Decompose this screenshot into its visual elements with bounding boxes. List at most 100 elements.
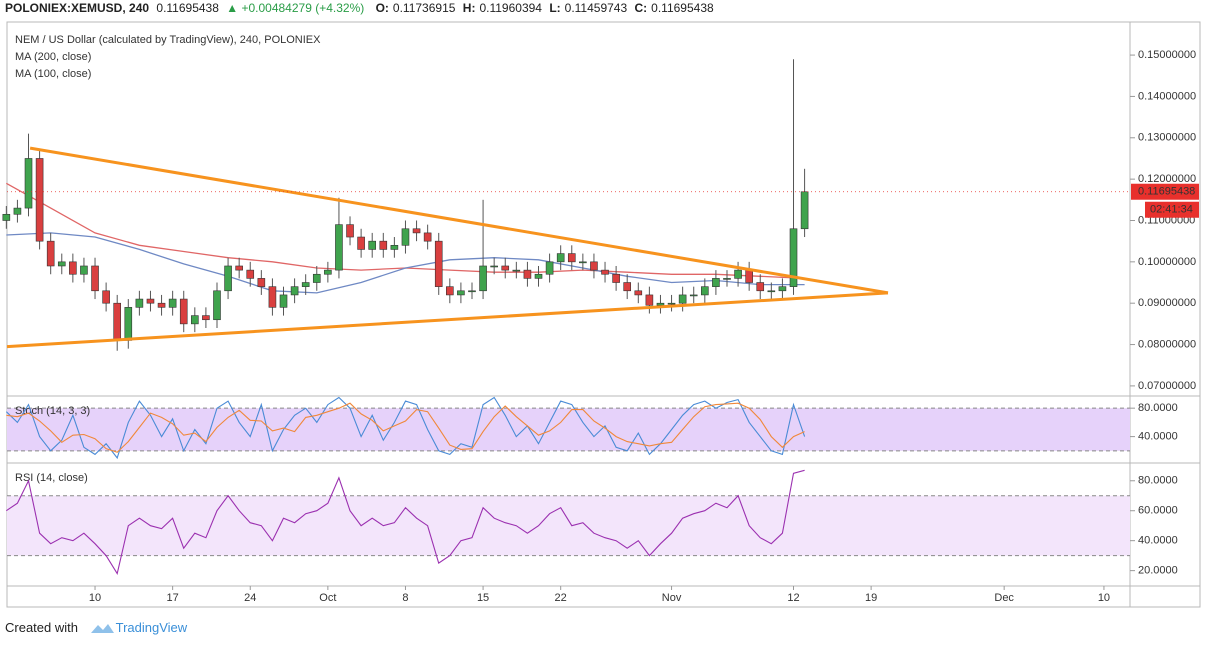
- pane-title: NEM / US Dollar (calculated by TradingVi…: [15, 34, 321, 46]
- candle-body: [601, 269, 609, 275]
- candle-body: [124, 307, 133, 341]
- candle-body: [401, 228, 410, 246]
- candle-body: [767, 290, 776, 293]
- candle-body: [579, 261, 587, 264]
- candle-body: [712, 278, 720, 287]
- candle-body: [191, 315, 199, 325]
- x-tick-label: 24: [244, 592, 256, 604]
- candle-body: [667, 302, 676, 305]
- candle-body: [468, 290, 476, 293]
- candle-body: [224, 265, 232, 292]
- indicator-line: [5, 396, 806, 460]
- candle-body: [346, 224, 354, 238]
- candle-body: [623, 282, 632, 292]
- candle-body: [279, 294, 288, 308]
- header: POLONIEX:XEMUSD, 240 0.11695438 ▲ +0.004…: [5, 1, 718, 15]
- candle-body: [290, 286, 299, 296]
- candle-body: [756, 282, 765, 292]
- x-tick-label: 22: [555, 592, 567, 604]
- candle-body: [368, 240, 377, 250]
- candle-body: [179, 298, 188, 325]
- x-tick-label: Oct: [319, 592, 336, 604]
- brand[interactable]: TradingView: [115, 620, 188, 635]
- legend-entry: MA (200, close): [15, 51, 91, 63]
- candle-body: [567, 253, 576, 263]
- candle-body: [423, 232, 432, 242]
- x-tick-label: 15: [477, 592, 489, 604]
- band-fill: [7, 408, 1130, 451]
- x-tick-label: 17: [167, 592, 179, 604]
- last-price-box: [1131, 183, 1199, 200]
- candle-body: [701, 286, 709, 296]
- candle-body: [800, 191, 809, 230]
- candle-body: [612, 273, 620, 283]
- candle-body: [379, 240, 388, 250]
- candle-body: [312, 273, 321, 283]
- l-label: L:: [549, 1, 561, 15]
- candle-body: [91, 265, 99, 292]
- candle-body: [35, 158, 44, 242]
- trendline: [29, 146, 889, 295]
- countdown: 02:41:34: [1150, 204, 1193, 216]
- candle-body: [556, 253, 565, 263]
- candle-body: [479, 265, 487, 292]
- candle-body: [235, 265, 243, 271]
- ma-line: [6, 232, 805, 294]
- y-tick-label: 0.15000000: [1138, 49, 1196, 61]
- candle-body: [678, 294, 687, 304]
- y-tick-label: 0.14000000: [1138, 90, 1196, 102]
- candle-body: [301, 282, 310, 287]
- candle-body: [778, 286, 787, 292]
- created: Created with: [5, 620, 78, 635]
- o-value: 0.11736915: [392, 1, 456, 15]
- candle-body: [523, 269, 532, 279]
- x-tick-label: 12: [787, 592, 799, 604]
- y-tick-label: 20.0000: [1138, 565, 1178, 577]
- candle-body: [69, 261, 77, 275]
- candle-body: [446, 286, 454, 296]
- candle-body: [257, 278, 266, 287]
- candle-body: [13, 207, 22, 215]
- candle-body: [168, 298, 177, 308]
- y-tick-label: 0.10000000: [1138, 256, 1196, 268]
- candle-body: [490, 265, 498, 268]
- candle-body: [202, 315, 210, 321]
- y-tick-label: 40.0000: [1138, 431, 1178, 443]
- candle-body: [645, 294, 654, 306]
- legend-entry: MA (100, close): [15, 68, 91, 80]
- change: ▲ +0.00484279 (+4.32%): [226, 1, 365, 15]
- x-tick-label: 19: [865, 592, 877, 604]
- candle-body: [390, 245, 399, 250]
- candle-body: [590, 261, 598, 271]
- h-value: 0.11960394: [479, 1, 542, 15]
- y-tick-label: 0.07000000: [1138, 380, 1196, 392]
- c-label: C:: [634, 1, 648, 15]
- candle-body: [146, 298, 155, 304]
- last-price-label: 0.11695438: [1138, 186, 1195, 198]
- candle-body: [157, 302, 166, 308]
- candle-body: [268, 286, 277, 308]
- candle-body: [135, 298, 144, 308]
- c-value: 0.11695438: [651, 1, 714, 15]
- candle-body: [745, 269, 753, 283]
- candle-body: [434, 240, 443, 287]
- y-tick-label: 0.09000000: [1138, 297, 1196, 309]
- pane-title: RSI (14, close): [15, 472, 88, 484]
- change-value: +0.00484279 (+4.32%): [241, 1, 365, 15]
- band-fill: [7, 495, 1130, 556]
- candle-body: [24, 158, 33, 209]
- logo: [91, 624, 114, 633]
- candle-body: [457, 290, 465, 296]
- y-tick-label: 40.0000: [1138, 535, 1178, 547]
- candle-body: [534, 273, 543, 279]
- y-tick-label: 80.0000: [1138, 475, 1178, 487]
- candle-body: [723, 278, 731, 280]
- candle-body: [57, 261, 66, 267]
- candle-body: [656, 302, 665, 306]
- indicator-line: [5, 469, 805, 576]
- candle-body: [335, 224, 343, 271]
- x-tick-label: Dec: [994, 592, 1014, 604]
- candle-body: [512, 269, 521, 272]
- y-tick-label: 80.0000: [1138, 402, 1178, 414]
- x-tick-label: 8: [402, 592, 408, 604]
